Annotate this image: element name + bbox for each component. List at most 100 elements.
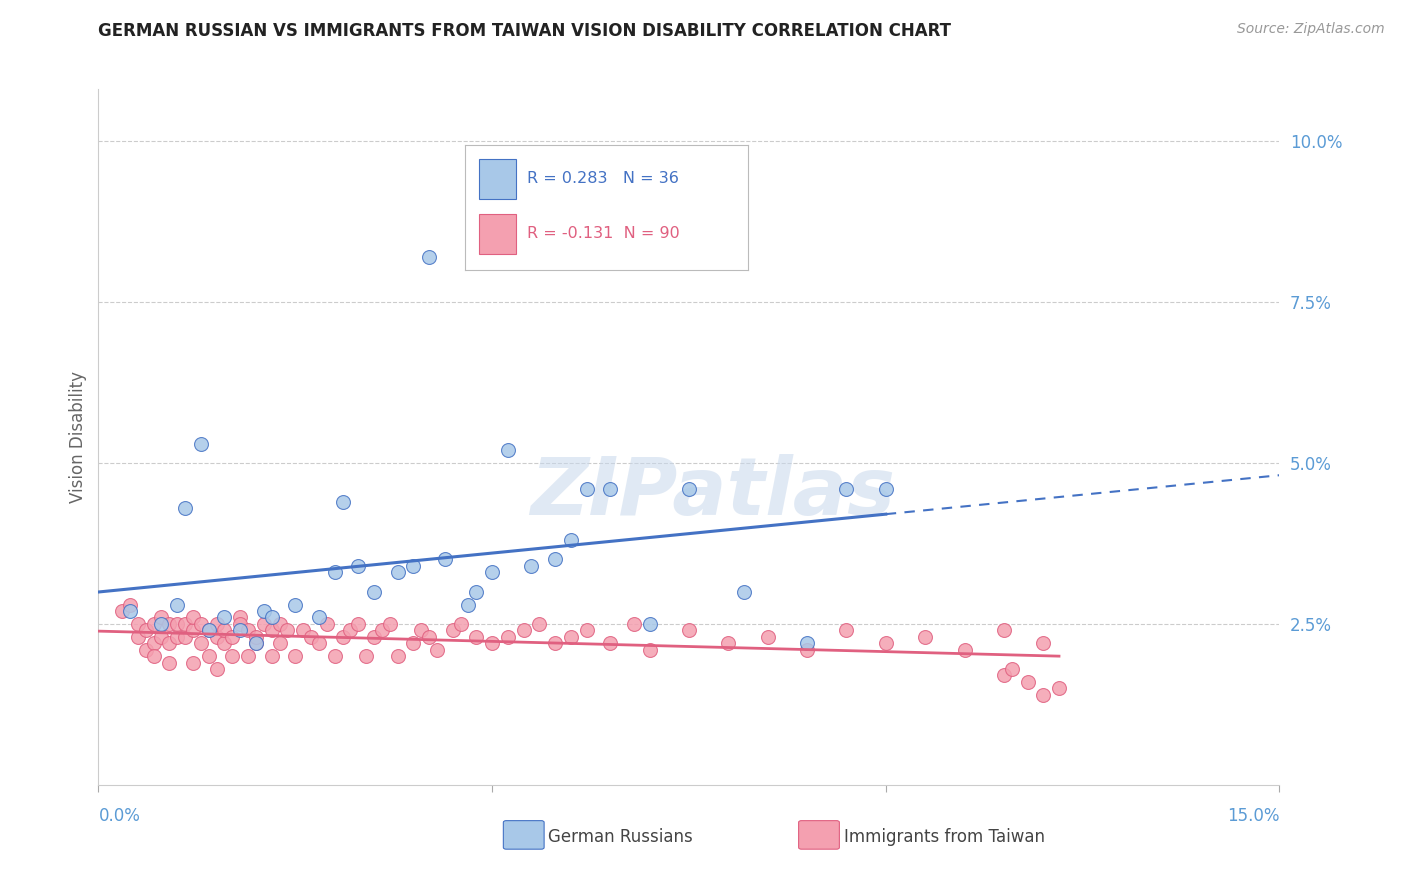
Text: R = 0.283   N = 36: R = 0.283 N = 36 bbox=[527, 171, 679, 186]
Point bbox=[118, 598, 141, 612]
Point bbox=[363, 630, 385, 644]
Point bbox=[835, 624, 858, 638]
Point bbox=[575, 624, 598, 638]
Point bbox=[190, 636, 212, 650]
Point bbox=[402, 558, 425, 573]
Point bbox=[205, 662, 228, 676]
Point bbox=[205, 616, 228, 631]
Y-axis label: Vision Disability: Vision Disability bbox=[69, 371, 87, 503]
Point bbox=[678, 482, 700, 496]
Point bbox=[678, 624, 700, 638]
Point bbox=[135, 624, 157, 638]
Point bbox=[914, 630, 936, 644]
Point bbox=[418, 250, 440, 264]
Point bbox=[411, 624, 433, 638]
Point bbox=[481, 636, 503, 650]
Text: 15.0%: 15.0% bbox=[1227, 807, 1279, 825]
Point bbox=[111, 604, 134, 618]
Point bbox=[387, 649, 409, 664]
Point bbox=[363, 584, 385, 599]
Point bbox=[993, 624, 1015, 638]
Point bbox=[276, 624, 298, 638]
Point bbox=[157, 636, 180, 650]
Bar bbox=[478, 159, 516, 199]
Point bbox=[260, 624, 283, 638]
Point bbox=[118, 604, 141, 618]
Point bbox=[127, 616, 149, 631]
Point bbox=[269, 616, 291, 631]
Point bbox=[520, 558, 543, 573]
Point bbox=[214, 624, 236, 638]
Point bbox=[284, 649, 307, 664]
Point bbox=[269, 636, 291, 650]
Point bbox=[387, 566, 409, 580]
Point bbox=[426, 642, 449, 657]
Point bbox=[796, 636, 818, 650]
Point bbox=[457, 598, 479, 612]
Point bbox=[450, 616, 472, 631]
Text: 0.0%: 0.0% bbox=[98, 807, 141, 825]
Point bbox=[174, 616, 197, 631]
Point bbox=[292, 624, 315, 638]
Point bbox=[465, 584, 488, 599]
Point bbox=[205, 630, 228, 644]
Point bbox=[260, 610, 283, 624]
Point bbox=[229, 610, 252, 624]
Point bbox=[260, 649, 283, 664]
Point bbox=[441, 624, 464, 638]
Point bbox=[560, 630, 582, 644]
Point bbox=[638, 642, 661, 657]
Point bbox=[332, 630, 354, 644]
Point bbox=[1032, 636, 1054, 650]
Point bbox=[214, 636, 236, 650]
Point bbox=[181, 656, 204, 670]
Text: Source: ZipAtlas.com: Source: ZipAtlas.com bbox=[1237, 22, 1385, 37]
Point bbox=[245, 630, 267, 644]
Point bbox=[339, 624, 361, 638]
Point bbox=[197, 624, 219, 638]
Point bbox=[402, 636, 425, 650]
Text: ZIPatlas: ZIPatlas bbox=[530, 454, 896, 532]
Point bbox=[512, 624, 534, 638]
Point bbox=[875, 482, 897, 496]
Point bbox=[142, 616, 165, 631]
Point bbox=[638, 616, 661, 631]
Point bbox=[733, 584, 755, 599]
Point bbox=[756, 630, 779, 644]
Point bbox=[835, 482, 858, 496]
Point bbox=[229, 624, 252, 638]
Point bbox=[174, 500, 197, 515]
Point bbox=[142, 649, 165, 664]
Point bbox=[323, 649, 346, 664]
Point bbox=[347, 616, 370, 631]
Point bbox=[166, 616, 188, 631]
Point bbox=[229, 616, 252, 631]
Point bbox=[323, 566, 346, 580]
Point bbox=[174, 630, 197, 644]
Point bbox=[181, 624, 204, 638]
Point bbox=[599, 482, 621, 496]
Point bbox=[1032, 688, 1054, 702]
Text: R = -0.131  N = 90: R = -0.131 N = 90 bbox=[527, 227, 679, 241]
Point bbox=[221, 649, 243, 664]
Point bbox=[236, 649, 259, 664]
Point bbox=[529, 616, 551, 631]
Point bbox=[166, 630, 188, 644]
Point bbox=[245, 636, 267, 650]
Point bbox=[157, 616, 180, 631]
Point bbox=[221, 630, 243, 644]
Point bbox=[796, 642, 818, 657]
Point bbox=[299, 630, 322, 644]
Point bbox=[332, 494, 354, 508]
Point bbox=[354, 649, 377, 664]
Point bbox=[190, 616, 212, 631]
Point bbox=[197, 624, 219, 638]
Point bbox=[308, 636, 330, 650]
Point bbox=[623, 616, 645, 631]
Point bbox=[1017, 674, 1039, 689]
Point bbox=[1001, 662, 1024, 676]
Point bbox=[142, 636, 165, 650]
Text: Immigrants from Taiwan: Immigrants from Taiwan bbox=[844, 828, 1045, 846]
Point bbox=[190, 436, 212, 450]
Point bbox=[1047, 681, 1070, 696]
